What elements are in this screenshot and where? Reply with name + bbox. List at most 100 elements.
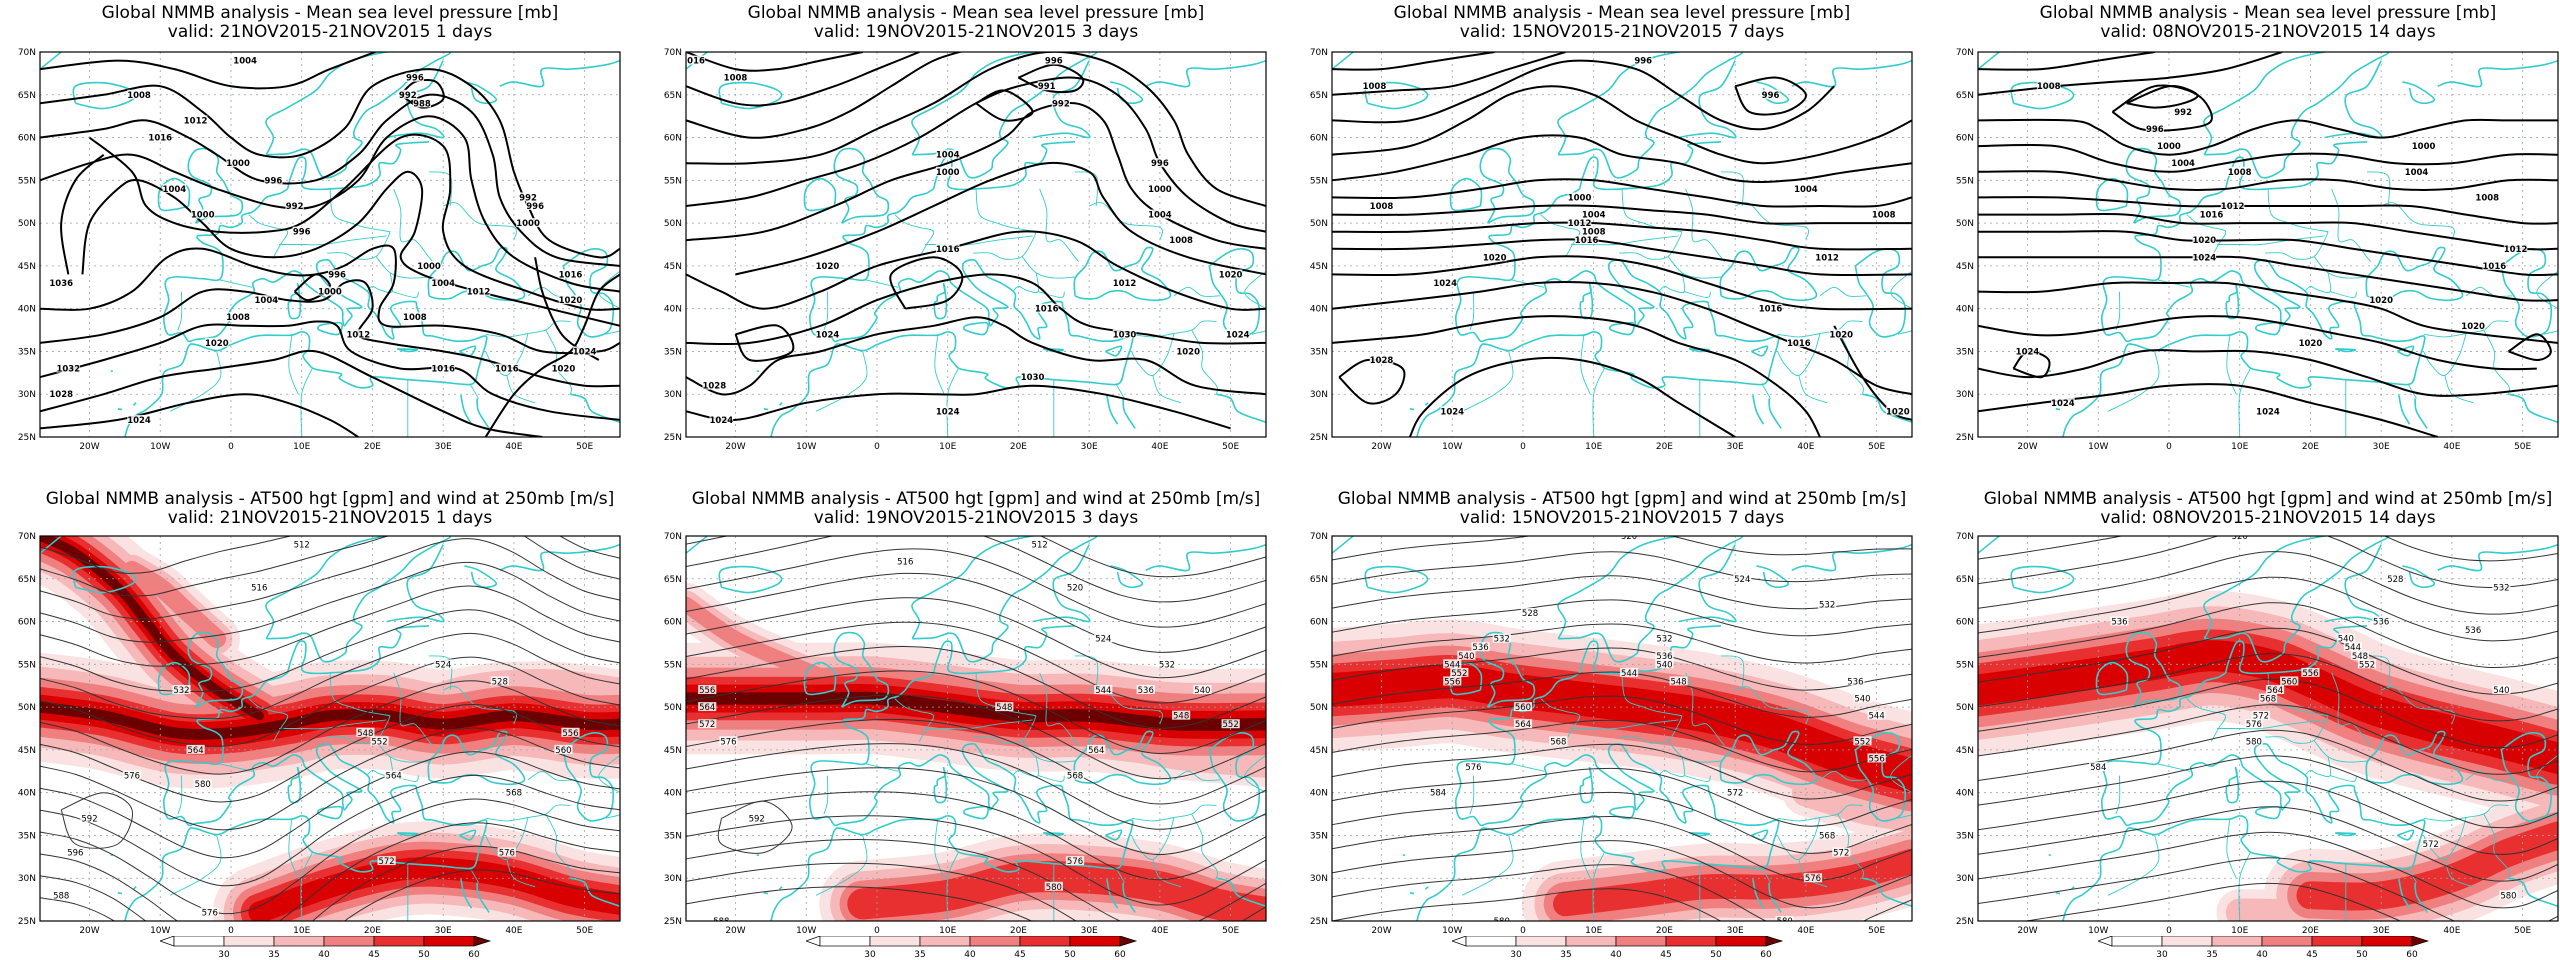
lat-tick-label: 70N	[18, 532, 36, 542]
contour-label-bg	[1148, 183, 1172, 193]
height-contour-line	[1978, 551, 2558, 615]
lon-tick-label: 10E	[2231, 926, 2248, 936]
colorbar-segment	[2111, 936, 2163, 947]
contour-label-bg	[1492, 633, 1511, 643]
coastline-path	[40, 536, 62, 554]
panel-valid-dates: valid: 08NOV2015-21NOV2015 14 days	[2100, 508, 2436, 528]
contour-label: 524	[435, 660, 451, 670]
coastlines	[1332, 52, 1912, 437]
colorbar-tick-label: 40	[1610, 950, 1622, 958]
coastline-path	[132, 402, 137, 406]
coastline-path	[562, 732, 615, 822]
coastline-path	[476, 882, 490, 913]
colorbar-high-arrow	[1119, 936, 1138, 947]
contour-label: 1016	[936, 245, 960, 255]
contour-label: 572	[2253, 712, 2269, 722]
contour-label: 1008	[2475, 193, 2499, 203]
contour-label-bg	[1655, 659, 1674, 669]
contour-label-bg	[1655, 633, 1674, 643]
contour-label-bg	[1112, 329, 1137, 339]
border-path	[2366, 655, 2391, 691]
coastline-path	[1416, 672, 1780, 921]
contour-label-bg	[2411, 141, 2436, 151]
coastline-path	[833, 147, 890, 224]
lon-tick-label: 30E	[2373, 442, 2390, 452]
contour-label-bg	[1669, 676, 1688, 686]
contour-label: 992	[2174, 108, 2192, 118]
coastline-path	[1145, 543, 1266, 572]
contour-label-bg	[1619, 667, 1639, 677]
border-path	[815, 835, 868, 896]
isobar-line	[1978, 196, 2558, 225]
coastlines	[686, 536, 1266, 921]
contour-label-bg	[558, 269, 583, 279]
lon-tick-label: 20W	[2017, 926, 2037, 936]
contour-label: 1024	[2051, 399, 2075, 409]
contour-label-bg	[747, 813, 766, 823]
contour-label-bg	[896, 556, 915, 566]
contour-label: 1024	[1433, 279, 1457, 289]
lat-tick-label: 60N	[1956, 618, 1974, 628]
coastline-path	[2095, 661, 2129, 696]
lat-tick-label: 55N	[1956, 660, 1974, 670]
contour-label: 1008	[226, 313, 250, 323]
contour-label-bg	[1051, 98, 1070, 108]
coastline-path	[2402, 565, 2436, 589]
contour-label-bg	[172, 685, 191, 694]
height-contour-line	[686, 886, 1033, 921]
contour-label: 996	[2146, 125, 2164, 135]
height-contour-line	[40, 680, 620, 775]
contour-label-bg	[49, 278, 74, 287]
coastline-path	[1216, 877, 1266, 908]
wind-band-40	[122, 560, 227, 648]
coastline-path	[1424, 402, 1429, 406]
contour-label: 1020	[552, 365, 576, 375]
contour-label-bg	[226, 312, 250, 322]
border-path	[1510, 763, 1545, 772]
border-path	[469, 383, 479, 399]
lon-tick-label: 20W	[1371, 442, 1391, 452]
contour-label: 532	[1819, 600, 1835, 610]
contour-label: 1020	[1176, 347, 1200, 357]
contour-label-bg	[2192, 235, 2217, 245]
isobar-line	[1332, 134, 1912, 183]
border-path	[1244, 754, 1266, 794]
contour-label: 544	[1621, 669, 1637, 679]
height-contour-line	[686, 743, 1266, 830]
wind-band-45	[847, 861, 1266, 921]
contour-label-bg	[205, 337, 229, 347]
contour-label-bg	[346, 329, 371, 339]
lon-tick-label: 40E	[1151, 442, 1168, 452]
lat-tick-label: 25N	[1956, 433, 1974, 443]
contour-label-bg	[1148, 209, 1172, 219]
lon-tick-label: 40E	[505, 926, 522, 936]
contour-label: 576	[720, 737, 736, 747]
coastline-path	[117, 892, 123, 895]
height-map: 512 516 520 524 532 536 540 544 548 548 552 556 564 5…	[664, 532, 1267, 936]
isobar-line	[1332, 178, 1912, 208]
contour-label: 564	[699, 703, 715, 713]
height-contour-line	[1332, 791, 1912, 854]
border-path	[375, 256, 430, 279]
lat-tick-label: 35N	[18, 831, 36, 841]
isobar-line	[1332, 238, 1912, 277]
contour-label: 1020	[1483, 253, 1507, 263]
border-path	[1798, 375, 1828, 404]
lon-tick-label: 50E	[2514, 442, 2531, 452]
contour-label: 572	[1833, 849, 1849, 859]
isobar-line	[1332, 85, 1912, 165]
height-contours	[40, 536, 620, 921]
border-path	[1173, 286, 1221, 297]
contour-label-bg	[434, 659, 453, 669]
contour-label-bg	[2404, 166, 2429, 176]
coastline-path	[778, 886, 783, 890]
isobar-line	[686, 384, 1231, 430]
isobar-line	[1978, 383, 2439, 437]
contour-label: 572	[699, 720, 715, 730]
height-contour-line	[717, 800, 793, 854]
coastline-path	[1479, 631, 1536, 708]
contour-label-bg	[554, 744, 573, 754]
contour-label: 996	[265, 176, 283, 186]
colorbar-high-arrow	[2411, 936, 2430, 947]
contour-label-bg	[1815, 252, 1839, 262]
